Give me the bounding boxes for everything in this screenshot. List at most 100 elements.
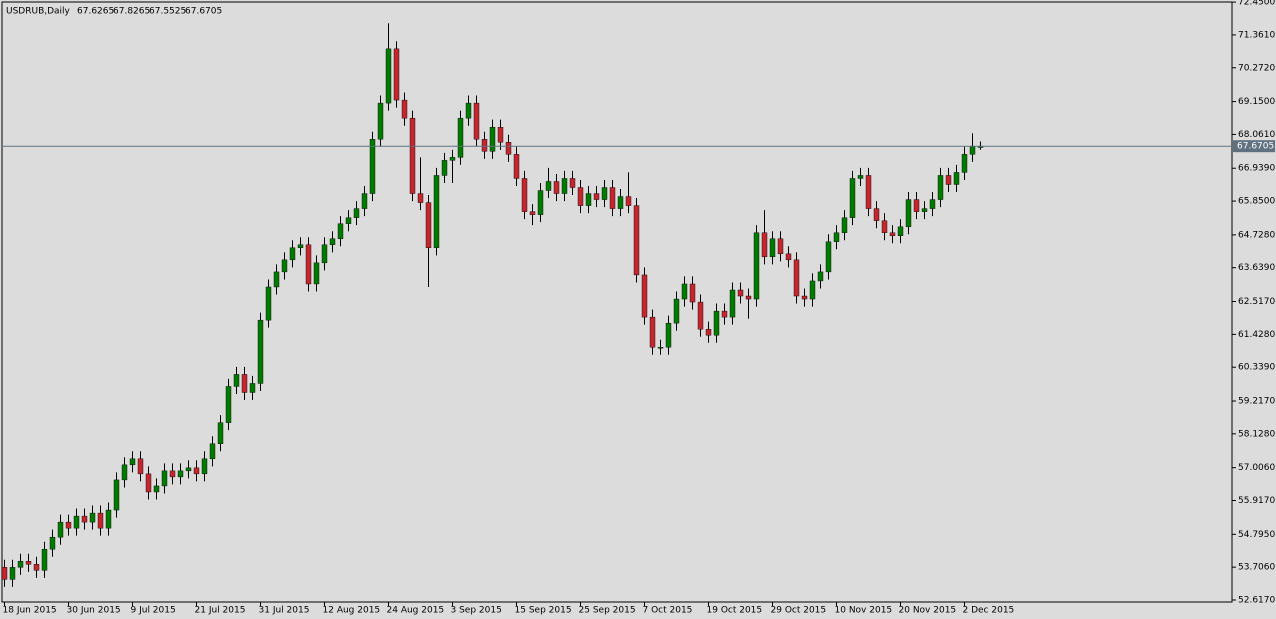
candle-body [89,512,96,523]
candle-body [321,244,328,264]
candle-body [345,217,352,224]
candle-body [545,181,552,191]
candle-body [129,458,136,466]
candle-body [745,295,752,300]
candle-body [273,271,280,288]
candle-body [633,205,640,276]
candle-body [657,347,664,349]
x-tick-label: 20 Nov 2015 [899,606,957,616]
candle-body [17,561,24,568]
candle-body [849,178,856,218]
y-tick-label: 66.9390 [1238,164,1275,174]
candle-body [441,160,448,176]
candle-body [353,208,360,218]
y-tick-label: 69.1500 [1238,97,1275,107]
candle-body [313,262,320,285]
candle-body [761,232,768,258]
candle-body [881,220,888,233]
candle-body [9,567,16,580]
candle-body [289,247,296,261]
candle-body [1,567,8,580]
last-price-box [1233,140,1275,153]
candle-body [801,295,808,300]
candle-body [729,289,736,318]
y-tick-label: 63.6390 [1238,263,1275,273]
candle-body [25,561,32,565]
candle-body [297,244,304,248]
candle-body [833,232,840,242]
candle-body [121,464,128,481]
candle-body [457,117,464,158]
candle-body [785,253,792,261]
candle-body [809,280,816,300]
candle-body [705,328,712,336]
x-tick-label: 21 Jul 2015 [195,606,246,616]
y-tick-label: 64.7280 [1238,230,1275,240]
candle-body [105,509,112,529]
candle-body [81,515,88,523]
candle-body [921,208,928,212]
candle-body [585,193,592,206]
last-price-label: 67.6705 [1237,142,1274,152]
candle-body [665,322,672,348]
candle-body [689,283,696,303]
y-tick-label: 61.4280 [1238,330,1275,340]
candle-body [601,187,608,200]
candle-body [97,512,104,529]
candle-body [593,193,600,200]
candle-body [233,374,240,387]
candle-body [577,187,584,206]
candle-body [225,386,232,423]
x-tick-label: 30 Jun 2015 [67,606,121,616]
y-tick-label: 62.5170 [1238,297,1275,307]
candle-body [537,190,544,215]
y-tick-label: 58.1280 [1238,429,1275,439]
candle-body [793,259,800,297]
candle-body [561,178,568,194]
candle-body [625,196,632,206]
candle-body [945,175,952,185]
x-tick-label: 29 Oct 2015 [771,606,827,616]
plot-frame [1,1,1233,603]
candle-body [713,310,720,336]
y-tick-label: 55.9170 [1238,496,1275,506]
y-tick-label: 53.7060 [1238,563,1275,573]
candle-body [929,199,936,209]
candle-body [673,298,680,324]
ohlc-close: 67.6705 [185,7,222,17]
x-tick-label: 9 Jul 2015 [131,606,176,616]
y-tick-label: 70.2720 [1238,63,1275,73]
candle-body [777,238,784,255]
candle-body [889,232,896,236]
candle-body [465,102,472,119]
y-tick-label: 65.8500 [1238,197,1275,207]
candle-body [281,259,288,273]
x-tick-label: 7 Oct 2015 [643,606,693,616]
candle-body [865,175,872,209]
candle-body [697,301,704,330]
candle-body [873,208,880,221]
candle-body [329,238,336,245]
y-tick-label: 54.7950 [1238,530,1275,540]
x-tick-label: 25 Sep 2015 [579,606,636,616]
candle-body [721,310,728,318]
candle-body [841,217,848,233]
candle-body [737,289,744,297]
candle-body [169,470,176,478]
candle-body [969,146,976,155]
y-tick-label: 59.2170 [1238,397,1275,407]
x-tick-label: 3 Sep 2015 [451,606,502,616]
candle-body [113,479,120,511]
candle-body [393,48,400,101]
candle-body [265,286,272,321]
candle-body [361,193,368,209]
candle-body [433,175,440,248]
candle-body [209,443,216,460]
candle-body [377,102,384,140]
candle-body [65,521,72,529]
candle-body [937,175,944,200]
ohlc-low: 67.5525 [149,7,186,17]
y-tick-label: 71.3610 [1238,30,1275,40]
chart-title: USDRUB,Daily [6,7,71,17]
x-tick-label: 15 Sep 2015 [515,606,572,616]
